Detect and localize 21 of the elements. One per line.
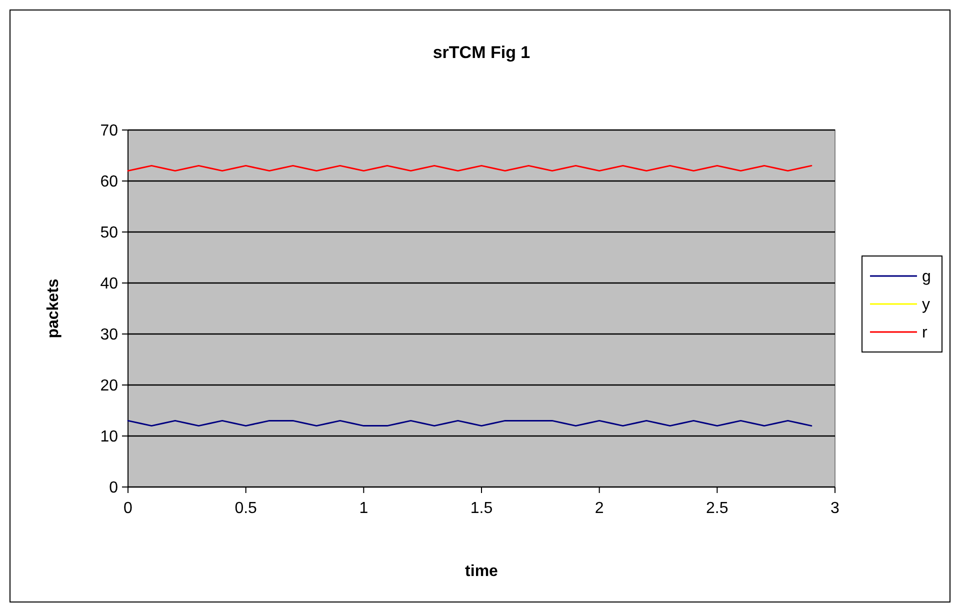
x-axis-title: time — [465, 563, 498, 580]
y-tick-label: 20 — [100, 378, 118, 395]
y-axis-title: packets — [45, 278, 62, 338]
legend-label: y — [922, 296, 930, 314]
x-tick-label: 2 — [594, 500, 604, 517]
x-tick-label: 2.5 — [706, 500, 728, 517]
y-tick-label: 0 — [109, 480, 118, 497]
x-tick-label: 1 — [359, 500, 368, 517]
y-tick-label: 40 — [100, 276, 118, 293]
y-tick-label: 10 — [100, 428, 118, 446]
y-tick-label: 50 — [100, 224, 118, 242]
y-tick-label: 60 — [100, 174, 118, 191]
legend-label: r — [922, 324, 928, 342]
x-tick-label: 3 — [830, 500, 840, 517]
chart-title: srTCM Fig 1 — [432, 43, 530, 62]
legend-label: g — [922, 268, 931, 286]
x-tick-label: 0.5 — [234, 500, 258, 517]
x-tick-label: 0 — [124, 500, 133, 517]
y-tick-label: 70 — [100, 122, 118, 140]
y-tick-label: 30 — [100, 326, 118, 344]
x-tick-label: 1.5 — [470, 500, 493, 517]
